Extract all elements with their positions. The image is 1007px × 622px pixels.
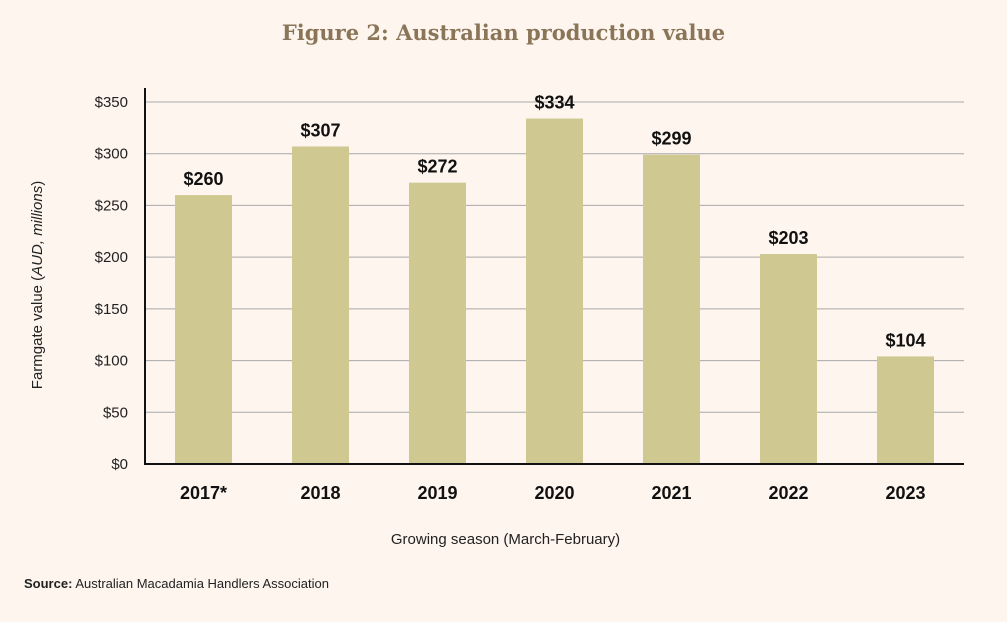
bar-value-label: $203 (768, 228, 808, 248)
chart-title: Figure 2: Australian production value (281, 20, 726, 45)
x-axis-title: Growing season (March-February) (391, 531, 620, 548)
x-tick-label: 2021 (651, 483, 691, 503)
source-note: Source: Australian Macadamia Handlers As… (24, 576, 329, 591)
y-tick-label: $100 (95, 353, 128, 370)
bar-2021 (643, 154, 700, 464)
bar-2018 (292, 146, 349, 464)
bar-2023 (877, 356, 934, 464)
source-label: Source: (24, 576, 73, 591)
y-tick-label: $150 (95, 301, 128, 318)
x-tick-label: 2017* (180, 483, 227, 503)
y-tick-label: $200 (95, 249, 128, 266)
bar-2020 (526, 118, 583, 464)
bar-value-label: $104 (885, 330, 925, 350)
bar-2019 (409, 182, 466, 464)
bar-value-label: $307 (300, 120, 340, 140)
x-tick-label: 2020 (534, 483, 574, 503)
y-tick-label: $350 (95, 94, 128, 111)
source-text: Australian Macadamia Handlers Associatio… (75, 576, 329, 591)
bar-value-label: $299 (651, 129, 691, 149)
y-tick-label: $300 (95, 146, 128, 163)
y-tick-label: $50 (103, 404, 128, 421)
x-tick-label: 2019 (417, 483, 457, 503)
bar-value-label: $334 (534, 93, 574, 113)
x-tick-label: 2022 (768, 483, 808, 503)
y-axis-title: Farmgate value (AUD, millions) (29, 181, 46, 389)
y-tick-label: $0 (111, 456, 128, 473)
bar-2022 (760, 254, 817, 464)
bar-value-label: $272 (417, 157, 457, 177)
y-tick-label: $250 (95, 197, 128, 214)
bar-2017 (175, 195, 232, 465)
bar-value-label: $260 (183, 169, 223, 189)
x-tick-label: 2018 (300, 483, 340, 503)
x-tick-label: 2023 (885, 483, 925, 503)
